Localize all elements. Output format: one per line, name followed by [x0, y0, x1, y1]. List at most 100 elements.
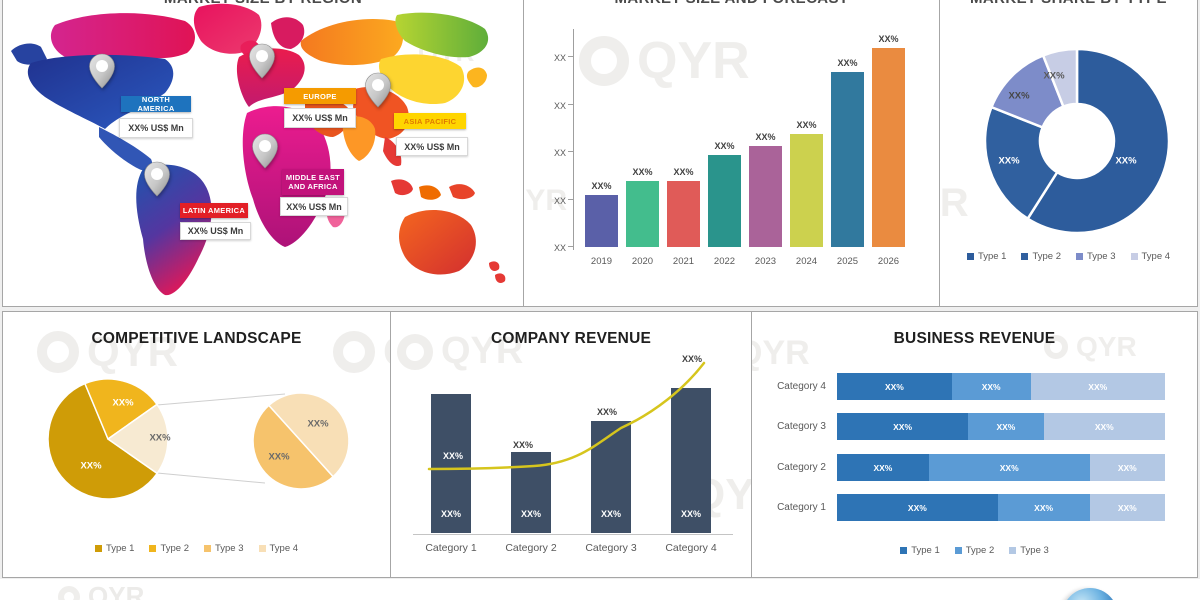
segment-type1: XX% [837, 413, 969, 440]
continent-siberia [395, 12, 489, 58]
donut-slice-label-type1: XX% [1115, 155, 1137, 167]
legend-item: Type 1 [94, 543, 134, 554]
y-tick: XX [553, 101, 566, 111]
donut-chart [983, 47, 1171, 235]
region-value-asia-pacific: XX% US$ Mn [396, 137, 468, 156]
bar-category-4: XX% [671, 388, 711, 533]
map-pin-latin-america [143, 161, 171, 197]
cropped-panel-title: MARKET SIZE AND FORECAST [524, 0, 939, 7]
panel-title: COMPANY REVENUE [490, 330, 652, 347]
continent-usa [27, 54, 174, 129]
legend-item: Type 1 [900, 545, 940, 556]
pie2-label-type4: XX% [307, 418, 329, 430]
region-value-latin-america: XX% US$ Mn [180, 222, 251, 240]
continent-new-zealand [489, 261, 506, 283]
region-value-middle-east-africa: XX% US$ Mn [280, 197, 348, 216]
continent-australia [399, 210, 476, 275]
cropped-panel-title: MARKET SHARE BY TYPE [940, 0, 1197, 7]
segment-type3: XX% [1089, 494, 1165, 521]
continent-canada [50, 13, 196, 70]
map-pin-asia-pacific [364, 72, 392, 108]
region-value-north-america: XX% US$ Mn [119, 118, 193, 138]
legend-item: Type 1 [966, 251, 1006, 262]
segment-type1: XX% [837, 454, 929, 481]
bar-2026: XX% [872, 34, 905, 247]
region-label-asia-pacific: ASIA PACIFIC [394, 113, 466, 129]
continent-se-asia [383, 137, 402, 167]
pie-label-other: XX% [149, 432, 171, 444]
x-tick-2022: 2022 [713, 256, 736, 267]
x-axis [413, 534, 733, 535]
region-label-middle-east-africa: MIDDLE EAST AND AFRICA [282, 169, 344, 195]
trend-line [427, 361, 706, 471]
donut-slice-label-type4: XX% [1043, 70, 1065, 82]
segment-type2: XX% [997, 494, 1090, 521]
pie-label-type1: XX% [80, 460, 102, 472]
row-label: Category 4 [777, 381, 826, 392]
y-tick: XX [553, 53, 566, 63]
secondary-pie-chart [252, 392, 350, 490]
segment-type1: XX% [837, 373, 952, 400]
legend-item: Type 3 [204, 543, 244, 554]
bar-category-3: XX% [591, 421, 631, 533]
region-label-europe: EUROPE [284, 88, 356, 104]
continent-greenland [193, 3, 262, 54]
x-tick-2019: 2019 [590, 256, 613, 267]
bar-2019: XX% [585, 181, 618, 247]
row-label: Category 1 [777, 502, 826, 513]
panel-title: COMPETITIVE LANDSCAPE [91, 330, 302, 347]
legend-item: Type 2 [149, 543, 189, 554]
map-pin-north-america [88, 53, 116, 89]
donut-slice-label-type2: XX% [998, 155, 1020, 167]
bar-2020: XX% [626, 167, 659, 247]
pie2-label-type3: XX% [268, 451, 290, 463]
stacked-bar-category-1: Category 1 XX% XX% XX% [752, 494, 1197, 521]
cropped-panel-title: MARKET SIZE BY REGION [3, 0, 523, 7]
continent-central-america [99, 127, 153, 171]
y-tick: XX [553, 148, 566, 158]
line-label-1: XX% [442, 451, 464, 461]
segment-type3: XX% [1043, 413, 1165, 440]
segment-type1: XX% [837, 494, 998, 521]
bar-2022: XX% [708, 141, 741, 247]
stacked-bar-category-4: Category 4 XX% XX% XX% [752, 373, 1197, 400]
x-tick-2023: 2023 [754, 256, 777, 267]
panel-company-revenue: QYR QYR COMPANY REVENUE XX% XX% XX% XX% … [390, 311, 752, 578]
x-tick-2021: 2021 [672, 256, 695, 267]
region-value-europe: XX% US$ Mn [284, 108, 356, 128]
competitive-legend: Type 1 Type 2 Type 3 Type 4 [3, 543, 390, 554]
legend-item: Type 3 [1009, 545, 1049, 556]
y-tick: XX [553, 243, 566, 253]
map-pin-europe [248, 43, 276, 79]
panel-title: BUSINESS REVENUE [893, 330, 1056, 347]
x-tick-2024: 2024 [795, 256, 818, 267]
panel-market-forecast: MARKET SIZE AND FORECAST QYR QYR XX XX X… [523, 0, 940, 307]
donut-slice-label-type3: XX% [1008, 90, 1030, 102]
line-label-3: XX% [596, 407, 618, 417]
globe-logo [1062, 588, 1118, 600]
segment-type2: XX% [968, 413, 1044, 440]
segment-type2: XX% [928, 454, 1090, 481]
continent-scandinavia [271, 17, 305, 49]
stacked-bar-category-2: Category 2 XX% XX% XX% [752, 454, 1197, 481]
business-legend: Type 1 Type 2 Type 3 [752, 545, 1197, 556]
continent-alaska [11, 43, 47, 65]
segment-type3: XX% [1089, 454, 1165, 481]
bottom-strip [0, 579, 1200, 600]
x-tick-2026: 2026 [877, 256, 900, 267]
continent-east-asia [379, 54, 465, 105]
bar-category-1: XX% [431, 394, 471, 533]
legend-item: Type 2 [1021, 251, 1061, 262]
panel-competitive-landscape: QYR QYR COMPETITIVE LANDSCAPE XX% XX% XX… [2, 311, 391, 578]
legend-item: Type 4 [1130, 251, 1170, 262]
y-axis [573, 29, 574, 250]
line-label-4: XX% [681, 354, 703, 364]
qyr-watermark: QYR [579, 31, 750, 91]
pie-label-type2: XX% [112, 397, 134, 409]
continent-south-america [136, 164, 212, 296]
bar-2023: XX% [749, 132, 782, 247]
region-label-latin-america: LATIN AMERICA [180, 203, 248, 218]
x-tick-category-1: Category 1 [425, 542, 477, 554]
bar-2021: XX% [667, 167, 700, 247]
